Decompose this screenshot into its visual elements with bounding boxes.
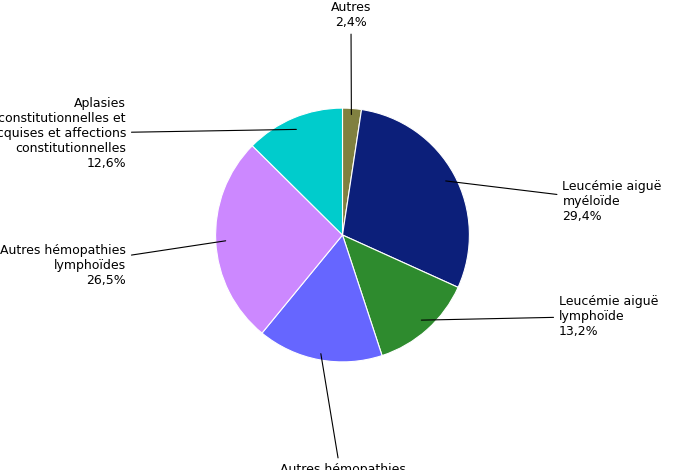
- Text: Aplasies
constitutionnelles et
acquises et affections
constitutionnelles
12,6%: Aplasies constitutionnelles et acquises …: [0, 97, 297, 170]
- Text: Autres hémopathies
lymphoïdes
26,5%: Autres hémopathies lymphoïdes 26,5%: [0, 241, 225, 287]
- Wedge shape: [342, 110, 469, 287]
- Text: Leucémie aiguë
lymphoïde
13,2%: Leucémie aiguë lymphoïde 13,2%: [421, 295, 658, 338]
- Wedge shape: [252, 108, 342, 235]
- Wedge shape: [216, 146, 342, 333]
- Wedge shape: [262, 235, 382, 362]
- Wedge shape: [342, 108, 362, 235]
- Text: Leucémie aiguë
myéloïde
29,4%: Leucémie aiguë myéloïde 29,4%: [446, 180, 662, 223]
- Wedge shape: [342, 235, 458, 356]
- Text: Autres hémopathies
myéloïdes
16%: Autres hémopathies myéloïdes 16%: [279, 353, 406, 470]
- Text: Autres
2,4%: Autres 2,4%: [331, 0, 371, 115]
